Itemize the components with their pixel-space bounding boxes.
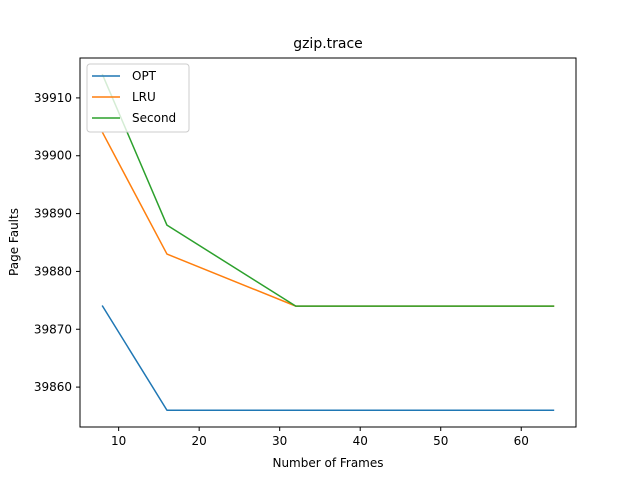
ticks-layer: 10 20 30 40 50 60 39860 39870 39880 39890 39900 399… bbox=[34, 91, 529, 448]
y-axis-label: Page Faults bbox=[7, 208, 21, 276]
legend-box bbox=[86, 63, 190, 133]
x-axis-label: Number of Frames bbox=[272, 456, 383, 470]
series-line-second bbox=[101, 73, 555, 307]
x-tick-label: 50 bbox=[433, 434, 448, 448]
x-tick-label: 30 bbox=[272, 434, 287, 448]
series-line-opt bbox=[101, 305, 555, 411]
x-tick-label: 60 bbox=[514, 434, 529, 448]
chart-title: gzip.trace bbox=[293, 36, 363, 52]
y-tick-label: 39860 bbox=[34, 380, 72, 394]
y-tick-label: 39910 bbox=[34, 91, 72, 105]
x-tick-label: 40 bbox=[353, 434, 368, 448]
y-tick-label: 39880 bbox=[34, 264, 72, 278]
y-tick-label: 39870 bbox=[34, 322, 72, 336]
plot-frame bbox=[79, 57, 577, 428]
legend-label-second: Second bbox=[132, 111, 176, 125]
legend: OPT LRU Second bbox=[86, 63, 190, 133]
series-layer bbox=[101, 73, 555, 411]
legend-label-opt: OPT bbox=[132, 69, 157, 83]
y-tick-label: 39890 bbox=[34, 207, 72, 221]
x-tick-label: 20 bbox=[192, 434, 207, 448]
axes-layer bbox=[79, 57, 577, 428]
x-tick-label: 10 bbox=[111, 434, 126, 448]
legend-label-lru: LRU bbox=[132, 90, 156, 104]
y-tick-label: 39900 bbox=[34, 149, 72, 163]
